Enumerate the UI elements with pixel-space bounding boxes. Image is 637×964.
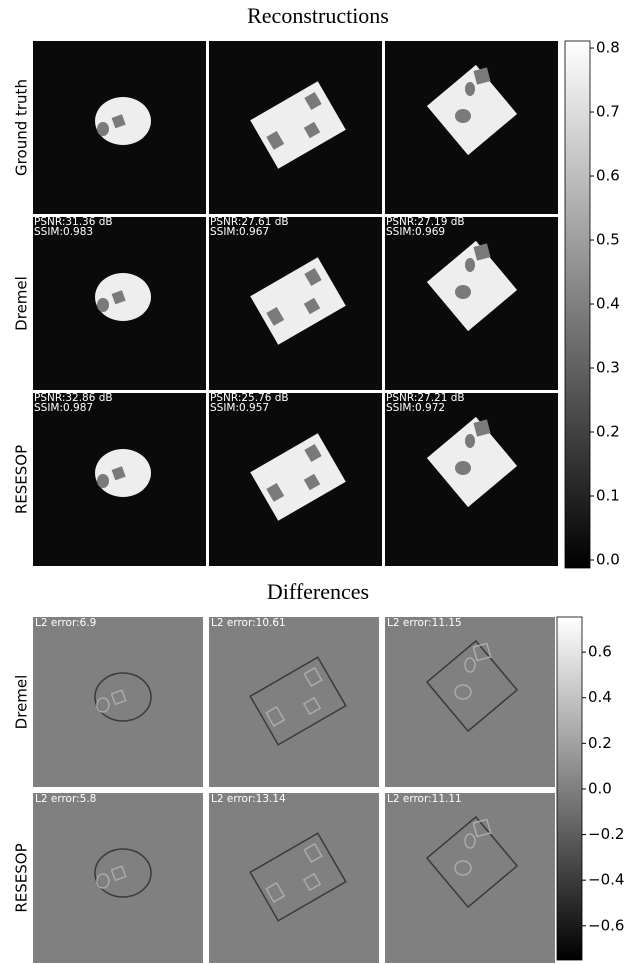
section-title: Differences xyxy=(267,579,369,604)
image-panel xyxy=(209,793,379,963)
colorbar xyxy=(565,41,590,568)
panel-background xyxy=(209,793,379,963)
colorbar-tick-label: 0.0 xyxy=(588,779,612,797)
image-panel xyxy=(33,617,203,787)
phantom-inclusion xyxy=(97,474,109,488)
phantom-inclusion xyxy=(465,434,475,448)
section-title: Reconstructions xyxy=(247,3,389,28)
phantom-inclusion xyxy=(97,122,109,136)
colorbar-tick-label: 0.7 xyxy=(596,103,620,121)
image-panel xyxy=(33,41,206,214)
colorbar-tick-label: 0.2 xyxy=(596,423,620,441)
panel-background xyxy=(209,617,379,787)
l2-error-annotation: L2 error:11.11 xyxy=(387,793,462,805)
image-panel xyxy=(385,793,555,963)
colorbar xyxy=(557,617,582,960)
colorbar-tick-label: −0.6 xyxy=(588,916,624,934)
l2-error-annotation: L2 error:5.8 xyxy=(35,793,96,805)
image-panel xyxy=(385,617,555,787)
phantom-inclusion xyxy=(465,258,475,272)
colorbar-tick-label: 0.1 xyxy=(596,487,620,505)
row-label: Ground truth xyxy=(13,79,31,176)
ssim-annotation: SSIM:0.972 xyxy=(386,402,445,414)
image-panel xyxy=(209,41,382,214)
panel-background xyxy=(385,793,555,963)
phantom-inclusion xyxy=(455,461,471,475)
image-panel xyxy=(209,393,382,566)
image-panel xyxy=(209,217,382,390)
phantom-inclusion xyxy=(455,109,471,123)
phantom-inclusion xyxy=(465,82,475,96)
row-label: Dremel xyxy=(13,675,31,730)
image-panel xyxy=(33,217,206,390)
ssim-annotation: SSIM:0.967 xyxy=(210,226,269,238)
colorbar-tick-label: 0.4 xyxy=(596,295,620,313)
image-panel xyxy=(385,41,558,214)
colorbar-tick-label: 0.6 xyxy=(596,167,620,185)
row-label: RESESOP xyxy=(13,445,31,514)
image-panel xyxy=(209,617,379,787)
image-panel xyxy=(33,393,206,566)
colorbar-tick-label: 0.3 xyxy=(596,359,620,377)
colorbar-tick-label: 0.6 xyxy=(588,643,612,661)
row-label: RESESOP xyxy=(13,843,31,912)
image-panel xyxy=(385,217,558,390)
phantom-inclusion xyxy=(97,298,109,312)
l2-error-annotation: L2 error:13.14 xyxy=(211,793,286,805)
image-panel xyxy=(385,393,558,566)
colorbar-tick-label: −0.2 xyxy=(588,825,624,843)
figure: Reconstructions Differences Ground truth… xyxy=(0,0,637,964)
l2-error-annotation: L2 error:11.15 xyxy=(387,617,462,629)
colorbar-tick-label: 0.8 xyxy=(596,39,620,57)
l2-error-annotation: L2 error:6.9 xyxy=(35,617,96,629)
panel-background xyxy=(33,793,203,963)
ssim-annotation: SSIM:0.987 xyxy=(34,402,93,414)
colorbar-tick-label: −0.4 xyxy=(588,871,624,889)
ssim-annotation: SSIM:0.983 xyxy=(34,226,93,238)
ssim-annotation: SSIM:0.969 xyxy=(386,226,445,238)
ssim-annotation: SSIM:0.957 xyxy=(210,402,269,414)
colorbar-tick-label: 0.2 xyxy=(588,734,612,752)
phantom-inclusion xyxy=(455,285,471,299)
image-panel xyxy=(33,793,203,963)
panel-background xyxy=(33,617,203,787)
panel-background xyxy=(385,617,555,787)
colorbar-tick-label: 0.5 xyxy=(596,231,620,249)
colorbar-tick-label: 0.4 xyxy=(588,688,612,706)
row-label: Dremel xyxy=(13,276,31,331)
colorbar-tick-label: 0.0 xyxy=(596,551,620,569)
l2-error-annotation: L2 error:10.61 xyxy=(211,617,286,629)
